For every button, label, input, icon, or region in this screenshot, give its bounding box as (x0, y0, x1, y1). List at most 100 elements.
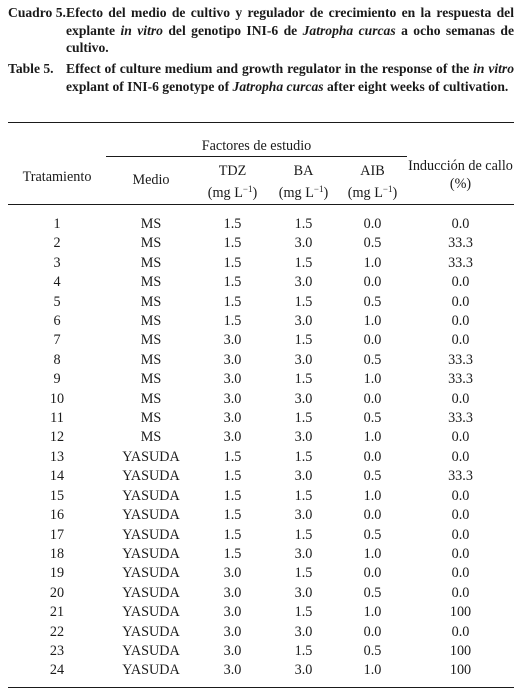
cell-tratamiento: 13 (49, 448, 65, 465)
cell-induccion: 0.0 (451, 565, 470, 582)
cell-aib: 1.0 (363, 662, 382, 679)
cell-medio: YASUDA (122, 507, 180, 524)
cell-tratamiento: 22 (49, 623, 65, 640)
cell-aib: 1.0 (363, 313, 382, 330)
cell-aib: 0.0 (363, 623, 382, 640)
cell-induccion: 0.0 (451, 274, 470, 291)
cell-tdz: 1.5 (223, 235, 242, 252)
cell-tratamiento: 9 (53, 371, 61, 388)
cell-ba: 1.5 (294, 487, 313, 504)
cell-aib: 0.5 (363, 235, 382, 252)
aib-label: AIB (360, 163, 385, 179)
cell-medio: YASUDA (122, 545, 180, 562)
cell-induccion: 0.0 (451, 526, 470, 543)
table-row: 5 MS 1.5 1.5 0.5 0.0 (8, 293, 514, 312)
cell-aib: 1.0 (363, 604, 382, 621)
table-row: 24 YASUDA 3.0 3.0 1.0 100 (8, 661, 514, 687)
cell-medio: MS (140, 351, 162, 368)
cell-tratamiento: 7 (53, 332, 61, 349)
cell-tratamiento: 10 (49, 390, 65, 407)
cell-medio: YASUDA (122, 604, 180, 621)
cell-aib: 0.0 (363, 448, 382, 465)
cell-tdz: 1.5 (223, 545, 242, 562)
cell-ba: 3.0 (294, 623, 313, 640)
table-row: 14 YASUDA 1.5 3.0 0.5 33.3 (8, 467, 514, 486)
cell-medio: YASUDA (122, 448, 180, 465)
cell-ba: 1.5 (294, 604, 313, 621)
cell-induccion: 33.3 (448, 235, 473, 252)
cell-aib: 1.0 (363, 429, 382, 446)
cell-induccion: 100 (449, 604, 472, 621)
cell-tratamiento: 20 (49, 584, 65, 601)
cell-induccion: 33.3 (448, 371, 473, 388)
cell-ba: 3.0 (294, 351, 313, 368)
cell-tdz: 3.0 (223, 429, 242, 446)
cell-tratamiento: 18 (49, 545, 65, 562)
col-header-ba: BA (mg L−1) (269, 157, 338, 205)
cell-tratamiento: 14 (49, 468, 65, 485)
cell-ba: 1.5 (294, 642, 313, 659)
cell-induccion: 0.0 (451, 313, 470, 330)
table-row: 13 YASUDA 1.5 1.5 0.0 0.0 (8, 448, 514, 467)
cell-tratamiento: 21 (49, 604, 65, 621)
cell-aib: 1.0 (363, 545, 382, 562)
cell-aib: 0.5 (363, 642, 382, 659)
cell-medio: YASUDA (122, 642, 180, 659)
cell-tdz: 3.0 (223, 410, 242, 427)
cell-aib: 0.0 (363, 332, 382, 349)
table-row: 2 MS 1.5 3.0 0.5 33.3 (8, 234, 514, 253)
cell-tdz: 3.0 (223, 351, 242, 368)
table-row: 21 YASUDA 3.0 1.5 1.0 100 (8, 603, 514, 622)
cell-induccion: 33.3 (448, 351, 473, 368)
cell-tratamiento: 15 (49, 487, 65, 504)
cell-tdz: 3.0 (223, 642, 242, 659)
table-row: 4 MS 1.5 3.0 0.0 0.0 (8, 273, 514, 292)
cell-tratamiento: 5 (53, 293, 61, 310)
cell-ba: 1.5 (294, 254, 313, 271)
cell-induccion: 0.0 (451, 216, 470, 232)
cell-aib: 0.0 (363, 274, 382, 291)
cell-tratamiento: 1 (53, 216, 61, 232)
cell-aib: 1.0 (363, 371, 382, 388)
cell-medio: YASUDA (122, 662, 180, 679)
cell-medio: MS (140, 332, 162, 349)
cell-medio: YASUDA (122, 565, 180, 582)
caption-label-en: Table 5. (8, 61, 54, 76)
cell-ba: 3.0 (294, 507, 313, 524)
cell-ba: 3.0 (294, 662, 313, 679)
cell-medio: MS (140, 410, 162, 427)
cell-medio: YASUDA (122, 487, 180, 504)
caption-english: Table 5. Effect of culture medium and gr… (8, 60, 514, 95)
cell-ba: 1.5 (294, 565, 313, 582)
cell-medio: MS (140, 390, 162, 407)
caption-spanish: Cuadro 5. Efecto del medio de cultivo y … (8, 4, 514, 57)
cell-induccion: 0.0 (451, 332, 470, 349)
table-row: 12 MS 3.0 3.0 1.0 0.0 (8, 428, 514, 447)
col-header-tratamiento: Tratamiento (22, 168, 92, 185)
cell-ba: 1.5 (294, 216, 313, 232)
table-row: 1 MS 1.5 1.5 0.0 0.0 (8, 205, 514, 235)
cell-medio: YASUDA (122, 623, 180, 640)
cell-ba: 1.5 (294, 293, 313, 310)
cell-induccion: 0.0 (451, 293, 470, 310)
cell-tratamiento: 3 (53, 254, 61, 271)
table-row: 17 YASUDA 1.5 1.5 0.5 0.0 (8, 526, 514, 545)
table-row: 16 YASUDA 1.5 3.0 0.0 0.0 (8, 506, 514, 525)
cell-induccion: 0.0 (451, 545, 470, 562)
cell-induccion: 33.3 (448, 254, 473, 271)
tdz-unit: (mg L−1) (207, 184, 258, 201)
cell-tratamiento: 24 (49, 662, 65, 679)
cell-tdz: 1.5 (223, 293, 242, 310)
cell-induccion: 33.3 (448, 410, 473, 427)
cell-ba: 3.0 (294, 545, 313, 562)
cell-tratamiento: 16 (49, 507, 65, 524)
table-row: 11 MS 3.0 1.5 0.5 33.3 (8, 409, 514, 428)
cell-medio: MS (140, 274, 162, 291)
tdz-label: TDZ (218, 163, 247, 179)
cell-tratamiento: 6 (53, 313, 61, 330)
cell-tdz: 1.5 (223, 468, 242, 485)
cell-aib: 0.5 (363, 584, 382, 601)
cell-tratamiento: 23 (49, 642, 65, 659)
cell-induccion: 0.0 (451, 507, 470, 524)
induccion-label: Inducción de callo (408, 157, 513, 174)
